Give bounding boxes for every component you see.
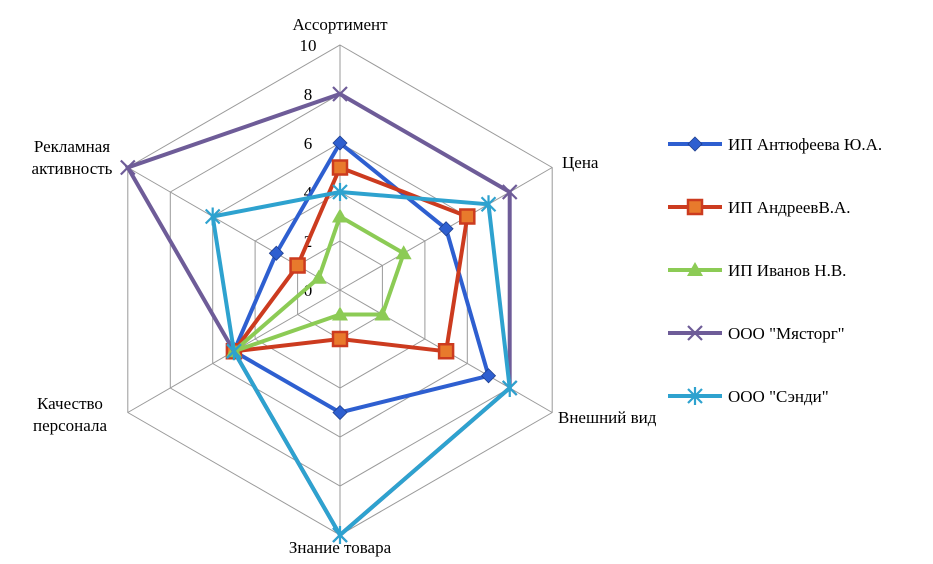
series-1-point-1 <box>459 208 476 225</box>
series-2-point-5 <box>310 269 327 284</box>
series-1 <box>225 159 476 360</box>
legend-label-0: ИП Антюфеева Ю.А. <box>728 135 882 154</box>
axis-labels: Ассортимент Цена Внешний вид Знание товара К… <box>32 15 657 557</box>
series-line-2 <box>232 213 407 354</box>
tick-label-0: 0 <box>304 281 313 300</box>
series-2 <box>225 208 412 358</box>
legend-marker-0 <box>687 136 703 152</box>
legend-item-2: ИП Иванов Н.В. <box>668 261 846 280</box>
series-1-point-2 <box>437 343 455 360</box>
series-3-point-1 <box>501 184 518 200</box>
series-3-point-0 <box>332 86 348 102</box>
series-4 <box>204 183 518 544</box>
series-2-point-1 <box>395 245 412 260</box>
series-line-1 <box>229 164 470 354</box>
series-2-point-0 <box>332 208 348 223</box>
radar-grid <box>127 44 553 536</box>
series-1-point-3 <box>331 330 349 348</box>
legend-marker-1 <box>686 198 704 216</box>
series-4-point-2 <box>501 379 518 397</box>
legend: ИП Антюфеева Ю.А. ИП АндреевВ.А. ИП Иванов… <box>668 135 882 406</box>
legend-item-3: ООО "Мясторг" <box>668 324 845 343</box>
series-0-point-0 <box>332 135 348 151</box>
series-0-point-5 <box>268 245 284 261</box>
tick-label-5: 10 <box>300 36 317 55</box>
tick-label-3: 6 <box>304 134 313 153</box>
series-4-point-4 <box>226 342 242 361</box>
series-0-point-2 <box>480 368 497 384</box>
series-4-point-1 <box>480 195 497 214</box>
series-1-point-0 <box>331 159 349 176</box>
legend-label-4: ООО "Сэнди" <box>728 387 829 406</box>
legend-item-1: ИП АндреевВ.А. <box>668 198 851 217</box>
legend-item-4: ООО "Сэнди" <box>668 387 829 406</box>
tick-label-2: 4 <box>304 183 313 202</box>
legend-item-0: ИП Антюфеева Ю.А. <box>668 135 882 154</box>
series-1-point-5 <box>289 257 306 274</box>
legend-label-2: ИП Иванов Н.В. <box>728 261 846 280</box>
series-0-point-1 <box>438 221 454 237</box>
legend-marker-3 <box>687 325 703 341</box>
legend-marker-2 <box>687 262 703 276</box>
legend-label-1: ИП АндреевВ.А. <box>728 198 851 217</box>
axis-label-4: Качество персонала <box>33 394 107 435</box>
data-series <box>120 86 518 544</box>
tick-label-4: 8 <box>304 85 313 104</box>
series-4-point-0 <box>332 183 348 201</box>
series-4-point-3 <box>332 526 348 544</box>
series-4-point-5 <box>204 207 221 226</box>
axis-label-2: Внешний вид <box>558 408 657 427</box>
axis-label-1: Цена <box>562 153 599 172</box>
legend-label-3: ООО "Мясторг" <box>728 324 845 343</box>
series-2-point-3 <box>332 306 348 321</box>
axis-label-3: Знание товара <box>289 538 392 557</box>
axis-label-5: Рекламная активность <box>32 137 113 178</box>
axis-label-0: Ассортимент <box>292 15 388 34</box>
legend-marker-4 <box>687 387 703 405</box>
series-2-point-2 <box>374 306 391 321</box>
series-0-point-3 <box>332 404 348 421</box>
series-3-point-5 <box>120 159 136 176</box>
